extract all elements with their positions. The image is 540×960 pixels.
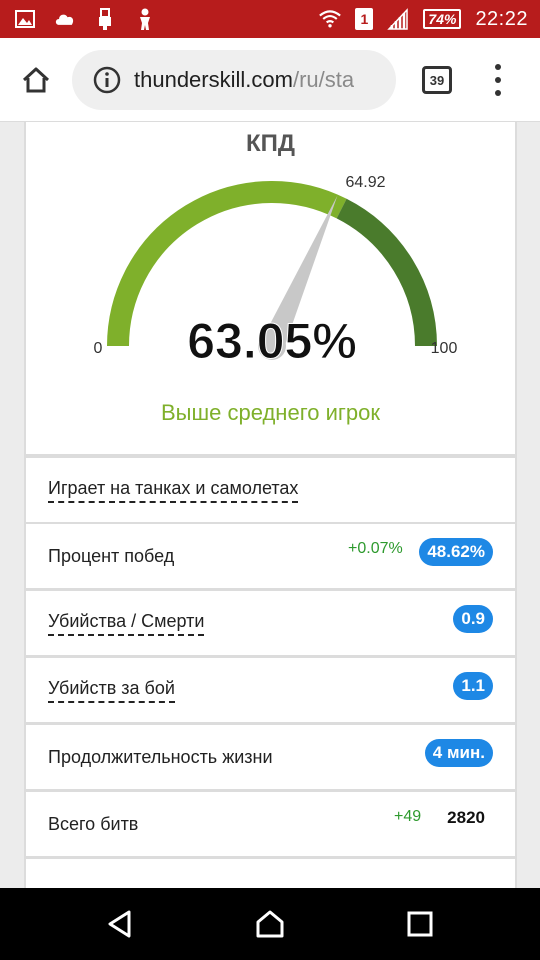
browser-toolbar: thunderskill.com/ru/sta 39 [0, 38, 540, 122]
stat-row-kills-per-battle[interactable]: Убийств за бой 1.1 [24, 656, 517, 724]
stat-label: Продолжительность жизни [48, 746, 273, 767]
figure-icon [134, 8, 156, 30]
sim-icon: 1 [355, 8, 374, 30]
gauge-needle [261, 195, 338, 351]
battery-icon: 74% [423, 9, 462, 29]
signal-icon [387, 8, 409, 30]
back-button[interactable] [98, 902, 142, 946]
status-badge: 0.9 [453, 605, 493, 633]
menu-dot-icon [495, 77, 501, 83]
menu-dot-icon [495, 90, 501, 96]
status-badge: 48.62% [419, 538, 493, 566]
cloud-icon [54, 8, 76, 30]
overflow-menu-button[interactable] [484, 60, 512, 100]
back-icon [108, 910, 131, 938]
gauge-needle-hub [258, 332, 286, 360]
gauge-caption: Выше среднего игрок [161, 400, 380, 425]
home-button[interactable] [14, 58, 58, 102]
stat-label[interactable]: Играет на танках и самолетах [48, 458, 299, 522]
stat-row-win-rate: Процент побед +0.07% 48.62% [24, 522, 517, 590]
stat-label[interactable]: Убийств за бой [48, 658, 175, 722]
stat-row-lifespan: Продолжительность жизни 4 мин. [24, 723, 517, 791]
efficiency-gauge-card: КПД 64.92 0 100 63.05% Выше среднего игр… [24, 122, 517, 456]
info-icon[interactable] [92, 65, 122, 95]
url-text[interactable]: thunderskill.com/ru/sta [134, 67, 354, 93]
status-badge: 1.1 [453, 672, 493, 700]
gallery-icon [14, 8, 36, 30]
home-icon [256, 910, 284, 938]
stat-row-plays-on[interactable]: Играет на танках и самолетах [24, 456, 517, 524]
navigation-bar [0, 888, 540, 960]
efficiency-gauge: 64.92 0 100 63.05% [94, 174, 458, 370]
stat-row-total-battles: Всего битв +49 2820 [24, 790, 517, 858]
status-bar: 1 74% 22:22 [0, 0, 540, 38]
gauge-min-label: 0 [94, 340, 103, 357]
home-icon [22, 67, 50, 93]
gauge-value: 63.05% [187, 313, 357, 369]
status-badge: 4 мин. [424, 739, 493, 767]
tab-switcher-button[interactable]: 39 [422, 66, 452, 94]
recents-button[interactable] [398, 902, 442, 946]
gauge-arc-below-average [107, 180, 347, 347]
stat-label[interactable]: Убийства / Смерти [48, 591, 205, 655]
gauge-average-label: 64.92 [345, 174, 385, 191]
stat-delta: +49 [394, 808, 422, 825]
recents-icon [407, 911, 433, 937]
url-path: /ru/sta [292, 67, 355, 92]
home-nav-button[interactable] [248, 902, 292, 946]
stat-label: Процент побед [48, 545, 175, 566]
address-bar[interactable]: thunderskill.com/ru/sta [72, 50, 396, 110]
page-content: КПД 64.92 0 100 63.05% Выше среднего игр… [0, 122, 540, 888]
clock: 22:22 [475, 7, 528, 30]
stat-label: Всего битв [48, 813, 139, 834]
battery-level: 74% [428, 11, 457, 27]
stat-value: 2820 [447, 808, 485, 827]
stat-row-kd[interactable]: Убийства / Смерти 0.9 [24, 589, 517, 657]
stat-delta: +0.07% [348, 540, 403, 557]
url-domain: thunderskill.com [134, 67, 293, 92]
gauge-title: КПД [246, 130, 295, 157]
stat-row-next [24, 857, 517, 888]
usb-icon [94, 8, 116, 30]
gauge-arc-above-average [336, 198, 437, 347]
menu-dot-icon [495, 64, 501, 70]
gauge-max-label: 100 [431, 340, 458, 357]
wifi-icon [319, 8, 342, 30]
